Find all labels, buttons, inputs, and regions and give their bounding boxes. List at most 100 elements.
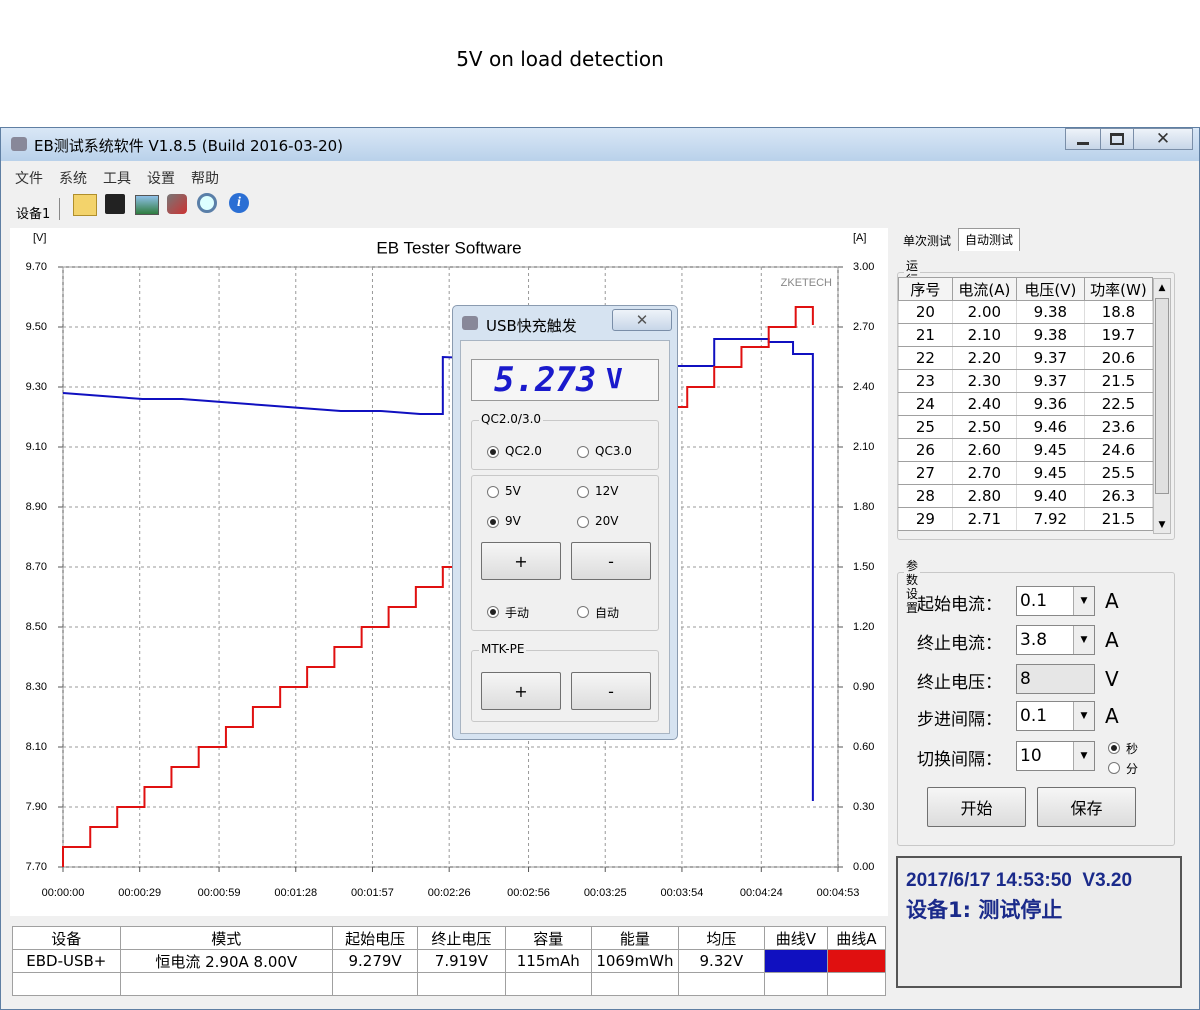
radio[interactable]: [487, 446, 499, 458]
table-row: 28 2.80 9.40 26.3: [898, 484, 1154, 508]
info-icon[interactable]: i: [229, 193, 249, 213]
table-cell: 115mAh: [504, 949, 593, 973]
table-cell: 2.40: [951, 392, 1017, 416]
table-cell: 9.37: [1015, 369, 1085, 393]
table-row: 23 2.30 9.37 21.5: [898, 369, 1154, 393]
y-axis-label: [V]: [33, 232, 46, 244]
dropdown-arrow[interactable]: ▼: [1073, 702, 1094, 730]
tab-selected[interactable]: 自动测试: [958, 228, 1020, 251]
dropdown-arrow[interactable]: ▼: [1073, 626, 1094, 654]
radio[interactable]: [487, 606, 499, 618]
y2-tick-label: 2.10: [853, 441, 874, 453]
button[interactable]: -: [571, 542, 651, 580]
status-time: 2017/6/17 14:53:50 V3.20: [906, 870, 1133, 891]
table-cell: 20: [898, 300, 953, 324]
save-icon[interactable]: [105, 194, 125, 214]
table-cell: 26: [898, 438, 953, 462]
table-row: 26 2.60 9.45 24.6: [898, 438, 1154, 462]
table-cell: 2.20: [951, 346, 1017, 370]
param-value: 3.8: [1020, 630, 1048, 650]
table-row: 25 2.50 9.46 23.6: [898, 415, 1154, 439]
table-row: 27 2.70 9.45 25.5: [898, 461, 1154, 485]
menu-item[interactable]: 文件: [15, 171, 43, 187]
radio[interactable]: [1108, 762, 1120, 774]
table-row: [12, 972, 887, 996]
empty-cell: [677, 972, 765, 996]
header-cell: 电压(V): [1015, 277, 1085, 301]
tab[interactable]: 单次测试: [902, 234, 951, 248]
param-label: 终止电流：: [917, 634, 1002, 654]
table-row: 22 2.20 9.37 20.6: [898, 346, 1154, 370]
radio-label: QC2.0: [505, 444, 542, 458]
dropdown-arrow[interactable]: ▼: [1073, 742, 1094, 770]
button[interactable]: -: [571, 672, 651, 710]
empty-cell: [119, 972, 333, 996]
series-line: [62, 338, 814, 801]
y2-tick-label: 2.70: [853, 321, 874, 333]
y-tick-label: 8.30: [26, 681, 47, 693]
search-icon[interactable]: [197, 193, 217, 213]
table-cell: 7.919V: [417, 949, 506, 973]
dialog-close-button[interactable]: ✕: [612, 309, 672, 331]
title-bar: EB测试系统软件 V1.8.5 (Build 2016-03-20) ✕: [1, 128, 1199, 161]
run-data-table: 序号 电流(A) 电压(V) 功率(W) 20 2.00 9.38 18.8 21 2.10 9.3…: [898, 277, 1154, 531]
radio[interactable]: [577, 486, 589, 498]
menu-item[interactable]: 工具: [103, 171, 131, 187]
x-tick-label: 00:01:57: [351, 887, 394, 899]
dialog-title: USB快充触发: [486, 317, 577, 335]
tools-icon[interactable]: [167, 194, 187, 214]
status-state: 设备1: 测试停止: [906, 898, 1063, 922]
scroll-thumb[interactable]: [1155, 298, 1169, 494]
scroll-down[interactable]: ▼: [1158, 520, 1166, 530]
table-cell: 21.5: [1083, 369, 1154, 393]
button[interactable]: 保存: [1037, 787, 1136, 827]
menu-item[interactable]: 系统: [59, 171, 87, 187]
table-cell: 2.30: [951, 369, 1017, 393]
table-cell: 21: [898, 323, 953, 347]
device-selector[interactable]: 设备1: [16, 207, 51, 222]
watermark: ZKETECH: [781, 277, 832, 289]
radio[interactable]: [577, 446, 589, 458]
minimize-button[interactable]: [1065, 128, 1101, 150]
table-cell: 9.36: [1015, 392, 1085, 416]
param-input[interactable]: 8: [1016, 664, 1095, 694]
radio[interactable]: [577, 606, 589, 618]
close-button[interactable]: ✕: [1133, 128, 1193, 150]
radio[interactable]: [1108, 742, 1120, 754]
x-tick-label: 00:02:56: [507, 887, 550, 899]
empty-cell: [331, 972, 419, 996]
group-box: [471, 475, 659, 631]
menu-item[interactable]: 帮助: [191, 171, 219, 187]
dropdown-arrow[interactable]: ▼: [1073, 587, 1094, 615]
image-icon[interactable]: [135, 195, 159, 215]
param-value: 10: [1020, 746, 1042, 766]
y2-tick-label: 0.60: [853, 741, 874, 753]
open-icon[interactable]: [73, 194, 97, 216]
radio[interactable]: [487, 486, 499, 498]
param-input[interactable]: 10 ▼: [1016, 741, 1095, 771]
radio[interactable]: [487, 516, 499, 528]
param-unit: A: [1105, 704, 1119, 728]
button[interactable]: +: [481, 672, 561, 710]
table-cell: 19.7: [1083, 323, 1154, 347]
scroll-up[interactable]: ▲: [1158, 283, 1166, 293]
param-input[interactable]: 0.1 ▼: [1016, 586, 1095, 616]
group-label: QC2.0/3.0: [479, 412, 544, 426]
display: 5.273 V: [471, 359, 659, 401]
x-tick-label: 00:01:28: [274, 887, 317, 899]
table-cell: 22: [898, 346, 953, 370]
header-cell: 设备: [12, 926, 121, 950]
group-box: [471, 420, 659, 470]
maximize-button[interactable]: [1100, 128, 1134, 150]
button[interactable]: 开始: [927, 787, 1026, 827]
menu-bar: 文件 系统 工具 设置 帮助: [1, 164, 1199, 188]
table-cell: EBD-USB+: [12, 949, 121, 973]
menu-item[interactable]: 设置: [147, 171, 175, 187]
table-cell: 27: [898, 461, 953, 485]
button[interactable]: +: [481, 542, 561, 580]
radio[interactable]: [577, 516, 589, 528]
header-cell: 模式: [119, 926, 333, 950]
param-input[interactable]: 3.8 ▼: [1016, 625, 1095, 655]
param-input[interactable]: 0.1 ▼: [1016, 701, 1095, 731]
x-tick-label: 00:03:25: [584, 887, 627, 899]
